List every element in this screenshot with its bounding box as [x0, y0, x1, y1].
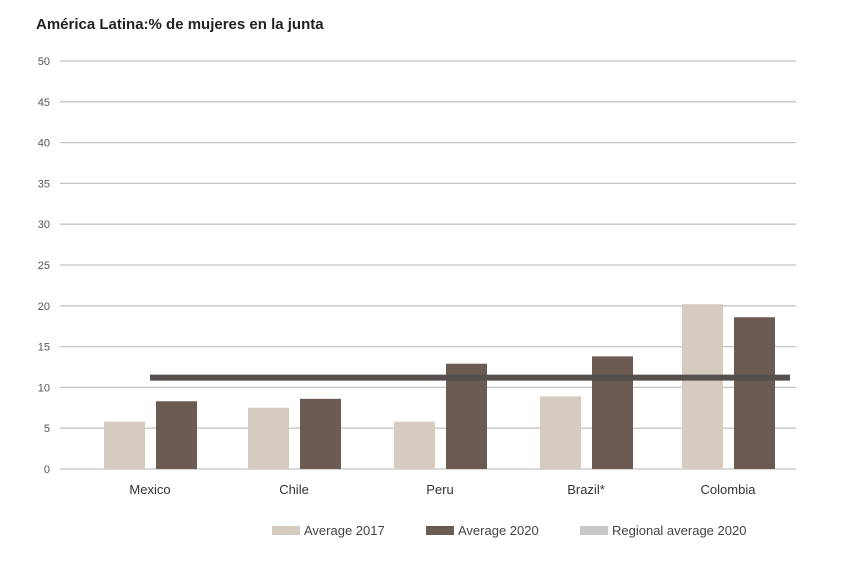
- bar-2020: [734, 317, 775, 469]
- legend-swatch: [272, 526, 300, 535]
- y-tick-label: 40: [38, 138, 50, 150]
- x-tick-label: Colombia: [701, 482, 757, 497]
- y-tick-label: 5: [44, 423, 50, 435]
- legend-label: Regional average 2020: [612, 523, 746, 538]
- bar-2017: [248, 407, 289, 469]
- y-tick-label: 15: [38, 342, 50, 354]
- bar-2017: [394, 421, 435, 469]
- x-tick-label: Mexico: [129, 482, 170, 497]
- y-tick-label: 10: [38, 382, 50, 394]
- y-tick-label: 20: [38, 301, 50, 313]
- bar-2020: [446, 363, 487, 469]
- y-tick-label: 50: [38, 56, 50, 68]
- y-tick-label: 35: [38, 178, 50, 190]
- legend-label: Average 2017: [304, 523, 385, 538]
- legend-label: Average 2020: [458, 523, 539, 538]
- bar-2020: [156, 401, 197, 469]
- bar-2020: [300, 398, 341, 469]
- y-tick-label: 25: [38, 260, 50, 272]
- legend-swatch: [426, 526, 454, 535]
- bar-2017: [540, 396, 581, 469]
- y-tick-label: 0: [44, 464, 50, 476]
- bar-2020: [592, 356, 633, 469]
- legend-swatch: [580, 526, 608, 535]
- y-tick-label: 45: [38, 97, 50, 109]
- x-tick-label: Peru: [426, 482, 453, 497]
- bar-2017: [682, 304, 723, 469]
- y-tick-label: 30: [38, 219, 50, 231]
- bar-2017: [104, 421, 145, 469]
- chart-title: América Latina:% de mujeres en la junta: [36, 16, 324, 33]
- x-tick-label: Chile: [279, 482, 309, 497]
- x-tick-label: Brazil*: [567, 482, 605, 497]
